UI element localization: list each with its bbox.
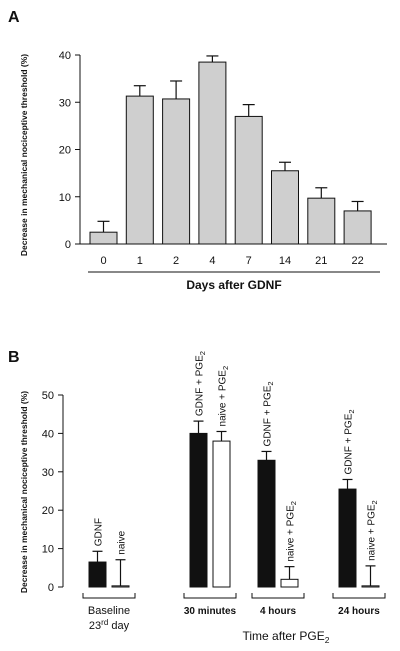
panel-a-y-tick-label: 10 bbox=[59, 192, 71, 204]
panel-b-bar-label: GDNF + PGE2 bbox=[263, 381, 276, 446]
panel-b-bar bbox=[338, 488, 357, 588]
panel-a-x-axis-label: Days after GDNF bbox=[186, 278, 281, 292]
panel-b-bar-label: GDNF + PGE2 bbox=[344, 409, 357, 474]
panel-b-group-label: 4 hours bbox=[260, 606, 297, 617]
panel-b-group-label: 30 minutes bbox=[184, 606, 237, 617]
panel-b-y-axis-label: Decrease in mechanical nociceptive thres… bbox=[19, 391, 29, 593]
panel-b-bar bbox=[361, 585, 380, 588]
panel-b-group-bracket bbox=[251, 593, 305, 599]
panel-b-bar-label-subscript: 2 bbox=[289, 501, 298, 505]
panel-a-x-tick-labels: 0 1 2 4 7 14 21 22 bbox=[100, 255, 363, 267]
panel-b-bar bbox=[189, 432, 208, 588]
panel-a-bar bbox=[234, 115, 263, 245]
panel-a: A Decrease in mechanical nociceptive thr… bbox=[8, 9, 387, 292]
panel-b-y-tick-label: 50 bbox=[42, 390, 54, 402]
panel-b-bar bbox=[280, 578, 299, 588]
panel-a-x-tick-label: 0 bbox=[100, 255, 106, 267]
panel-a-x-tick-label: 7 bbox=[246, 255, 252, 267]
panel-a-bar bbox=[343, 210, 372, 245]
panel-b-x-axis-label: Time after PGE2 bbox=[243, 629, 330, 645]
panel-b-bar-label: GDNF + PGE2 bbox=[195, 351, 208, 416]
panel-a-x-tick-label: 21 bbox=[315, 255, 327, 267]
panel-a-y-axis-label: Decrease in mechanical nociceptive thres… bbox=[19, 54, 29, 256]
panel-b-bars: GDNF naive GDNF + PGE2 naive + PGE2 GDNF + P… bbox=[88, 351, 380, 588]
panel-a-bar bbox=[198, 61, 227, 245]
panel-a-y-tick-label: 30 bbox=[59, 97, 71, 109]
panel-b-bar bbox=[111, 585, 130, 588]
panel-a-y-tick-label: 40 bbox=[59, 50, 71, 62]
panel-a-bar bbox=[307, 197, 336, 245]
panel-b-group-bracket bbox=[183, 593, 237, 599]
panel-b: B Decrease in mechanical nociceptive thr… bbox=[8, 349, 386, 645]
panel-a-y-tick-label: 0 bbox=[65, 239, 71, 251]
panel-b-y-ticks: 0 10 20 30 40 50 bbox=[42, 390, 63, 594]
panel-a-x-tick-label: 1 bbox=[137, 255, 143, 267]
panel-a-bar bbox=[162, 98, 191, 245]
panel-b-bar-label: naive bbox=[117, 530, 128, 554]
panel-a-x-tick-label: 14 bbox=[279, 255, 291, 267]
panel-a-y-ticks: 0 10 20 30 40 bbox=[59, 50, 80, 251]
panel-b-y-tick-label: 30 bbox=[42, 467, 54, 479]
panel-b-superscript: rd bbox=[101, 618, 108, 627]
panel-b-bar-label: naive + PGE2 bbox=[286, 501, 299, 562]
panel-a-letter: A bbox=[8, 9, 20, 26]
panel-a-bar bbox=[89, 231, 118, 245]
panel-b-group-label: 24 hours bbox=[338, 606, 380, 617]
panel-b-bar-label-subscript: 2 bbox=[221, 366, 230, 370]
panel-b-y-tick-label: 10 bbox=[42, 544, 54, 556]
panel-a-bars bbox=[89, 55, 372, 245]
panel-b-y-tick-label: 40 bbox=[42, 428, 54, 440]
panel-a-bar bbox=[271, 170, 299, 245]
panel-a-x-tick-label: 22 bbox=[351, 255, 363, 267]
panel-b-bar bbox=[212, 440, 231, 588]
panel-b-bar bbox=[257, 459, 276, 588]
panel-b-bar-label-subscript: 2 bbox=[198, 351, 207, 355]
panel-b-group-label: Baseline bbox=[88, 605, 130, 617]
panel-b-bar-label-subscript: 2 bbox=[266, 381, 275, 385]
panel-b-bar bbox=[88, 561, 107, 588]
panel-a-y-tick-label: 20 bbox=[59, 145, 71, 157]
panel-b-x-axis-label-subscript: 2 bbox=[325, 635, 330, 645]
panel-b-group-label-line2-rest: day bbox=[108, 620, 129, 632]
panel-b-y-tick-label: 20 bbox=[42, 505, 54, 517]
panel-a-bar bbox=[125, 95, 154, 245]
panel-b-group-bracket bbox=[332, 593, 386, 599]
panel-a-x-tick-label: 2 bbox=[173, 255, 179, 267]
panel-b-bar-label: naive + PGE2 bbox=[218, 366, 231, 427]
panel-b-letter: B bbox=[8, 349, 20, 366]
panel-b-bar-label-subscript: 2 bbox=[370, 500, 379, 504]
panel-b-y-tick-label: 0 bbox=[48, 582, 54, 594]
panel-b-group-label-line2: 23rd day bbox=[89, 618, 130, 632]
panel-b-bar-label-subscript: 2 bbox=[347, 409, 356, 413]
panel-b-group-bracket bbox=[82, 593, 136, 599]
panel-b-bar-label: naive + PGE2 bbox=[367, 500, 380, 561]
panel-a-x-tick-label: 4 bbox=[209, 255, 215, 267]
panel-b-bar-label: GDNF bbox=[94, 518, 105, 546]
